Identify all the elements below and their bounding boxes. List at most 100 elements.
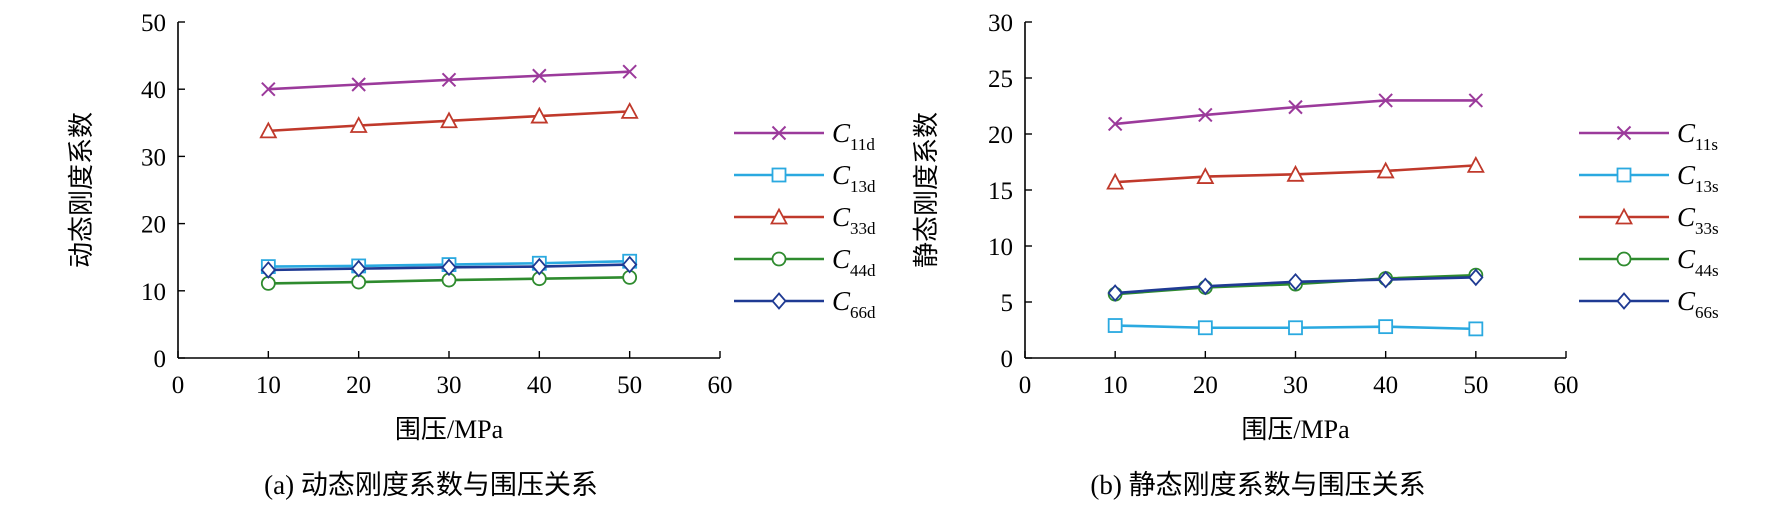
legend-marker — [1616, 251, 1632, 267]
y-tick-label: 20 — [141, 212, 166, 239]
series-C66d — [260, 255, 638, 279]
x-tick-label: 60 — [1554, 372, 1579, 399]
legend-label: C44s — [1677, 244, 1719, 280]
data-point — [259, 121, 278, 139]
data-point — [260, 261, 277, 279]
y-tick-label: 20 — [988, 122, 1013, 149]
data-point — [1196, 167, 1215, 184]
chart-b: 0 10 20 30 40 50 60 0 5 10 15 20 25 30 围压/MPa 静态刚度系数 (b)… — [912, 10, 1719, 500]
y-tick-label: 40 — [141, 77, 166, 104]
legend-entry: C11s — [1579, 118, 1718, 154]
legend-subscript: 44d — [850, 261, 876, 280]
data-point — [1288, 320, 1303, 336]
legend-marker — [1616, 125, 1632, 141]
data-point — [532, 68, 547, 83]
legend-entry: C66d — [734, 286, 876, 322]
legend-entry: C44d — [734, 244, 876, 280]
y-tick-label: 5 — [1001, 290, 1014, 317]
series-C11d — [261, 64, 637, 97]
legend-subscript: 66s — [1695, 303, 1719, 322]
chart-caption: (a) 动态刚度系数与围压关系 — [264, 470, 598, 500]
data-point — [261, 81, 276, 97]
x-tick-label: 10 — [1103, 372, 1128, 399]
x-tick-label: 20 — [1193, 372, 1218, 399]
data-point — [1107, 284, 1123, 302]
legend-marker — [1614, 207, 1634, 225]
y-axis-label: 静态刚度系数 — [912, 112, 941, 268]
x-tick-label: 60 — [708, 372, 733, 399]
data-point — [1376, 161, 1395, 179]
legend-label: C11s — [1677, 118, 1718, 154]
legend-subscript: 11d — [850, 135, 875, 154]
data-point — [1468, 321, 1484, 337]
legend-subscript: 13s — [1695, 177, 1719, 196]
data-point — [1107, 116, 1123, 132]
x-tick-label: 30 — [1283, 372, 1308, 399]
data-point — [622, 64, 637, 79]
data-point — [441, 258, 457, 277]
legend-entry: C44s — [1579, 244, 1719, 280]
chart-caption: (b) 静态刚度系数与围压关系 — [1090, 470, 1425, 500]
legend-label: C33d — [832, 202, 876, 238]
data-point — [1286, 164, 1305, 182]
x-axis-label: 围压/MPa — [395, 415, 504, 444]
legend-label: C66d — [832, 286, 876, 322]
x-tick-label: 10 — [256, 372, 281, 399]
y-tick-label: 50 — [141, 10, 166, 37]
x-tick-label: 50 — [1463, 372, 1488, 399]
y-tick-label: 10 — [141, 279, 166, 306]
legend-marker — [771, 125, 787, 141]
data-point — [439, 111, 459, 129]
series-line — [1115, 99, 1476, 126]
data-point — [1468, 93, 1484, 108]
data-point — [1197, 320, 1213, 336]
legend-subscript: 33d — [850, 219, 876, 238]
y-tick-label: 10 — [988, 234, 1013, 261]
series-C33d — [259, 101, 639, 139]
data-point — [1377, 270, 1394, 289]
data-point — [1288, 99, 1303, 115]
legend-marker — [769, 207, 789, 225]
legend-entry: C13d — [734, 160, 876, 196]
x-tick-label: 40 — [1373, 372, 1398, 399]
legend-label: C13d — [832, 160, 876, 196]
data-point — [1468, 268, 1484, 287]
legend-subscript: 33s — [1695, 219, 1719, 238]
data-point — [1378, 93, 1393, 108]
y-tick-label: 0 — [1001, 346, 1014, 373]
legend-label: C33s — [1677, 202, 1719, 238]
y-tick-label: 25 — [988, 66, 1013, 93]
legend-marker — [1616, 167, 1632, 183]
x-tick-label: 50 — [617, 372, 642, 399]
legend-marker — [771, 292, 787, 310]
x-tick-label: 0 — [1019, 372, 1032, 399]
y-tick-label: 15 — [988, 178, 1013, 205]
legend-entry: C11d — [734, 118, 875, 154]
data-point — [350, 259, 367, 278]
x-tick-label: 20 — [346, 372, 371, 399]
x-axis-label: 围压/MPa — [1241, 415, 1350, 444]
y-axis-label: 动态刚度系数 — [67, 112, 96, 268]
series-C44d — [260, 269, 638, 291]
legend-label: C13s — [1677, 160, 1719, 196]
data-point — [349, 116, 368, 133]
legend-subscript: 11s — [1695, 135, 1718, 154]
series-C13s — [1107, 318, 1484, 337]
data-point — [351, 77, 366, 92]
y-tick-label: 30 — [988, 10, 1013, 37]
data-point — [351, 274, 367, 290]
legend-subscript: 66d — [850, 303, 876, 322]
legend-label: C66s — [1677, 286, 1719, 322]
series-C33s — [1106, 155, 1485, 190]
data-point — [1287, 272, 1304, 291]
legend-label: C44d — [832, 244, 876, 280]
x-tick-label: 30 — [437, 372, 462, 399]
data-point — [531, 257, 548, 276]
legend-marker — [1616, 292, 1632, 310]
data-point — [1107, 318, 1123, 333]
series-C11s — [1107, 93, 1484, 132]
legend-subscript: 13d — [850, 177, 876, 196]
series-C66s — [1107, 268, 1484, 302]
legend-label: C11d — [832, 118, 875, 154]
y-tick-label: 30 — [141, 144, 166, 171]
